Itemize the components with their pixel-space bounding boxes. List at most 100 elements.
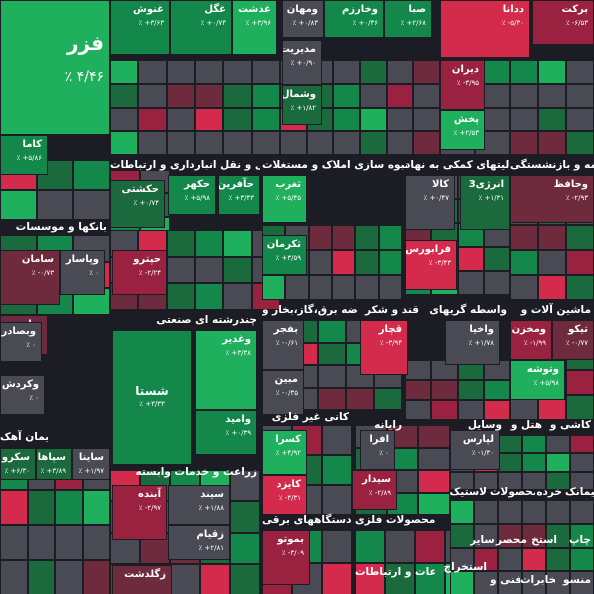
stock-tile-small[interactable] (483, 380, 510, 400)
stock-tile-small[interactable] (333, 107, 360, 132)
stock-tile-small[interactable] (251, 107, 280, 132)
stock-tile-small[interactable] (355, 250, 379, 275)
stock-tile[interactable]: کسرا ٪ +۴/۹۲ (262, 430, 307, 475)
stock-tile-small[interactable] (474, 523, 498, 548)
stock-tile[interactable]: قچار ٪ -۳/۹۴ (360, 320, 408, 375)
stock-tile-small[interactable] (378, 225, 402, 250)
stock-tile[interactable]: حپترو ٪ -۲/۲۴ (112, 250, 167, 295)
stock-tile-small[interactable] (333, 131, 360, 155)
stock-tile-small[interactable] (431, 400, 458, 420)
stock-tile-small[interactable] (318, 342, 346, 365)
stock-tile-small[interactable] (474, 471, 498, 490)
stock-tile-small[interactable] (138, 60, 167, 84)
stock-tile-small[interactable] (318, 387, 346, 410)
stock-tile-small[interactable] (355, 275, 379, 300)
stock-tile[interactable]: واخیا ٪ +۱/۷۸ (445, 320, 500, 365)
stock-tile[interactable]: شستا ٪ +۳/۳۳ (112, 330, 192, 465)
stock-tile[interactable]: وحافظ ٪ -۲/۹۳ (510, 175, 594, 223)
stock-tile-small[interactable] (450, 571, 474, 594)
stock-tile-small[interactable] (538, 225, 566, 250)
stock-tile[interactable]: افرا ٪ ۰ (360, 430, 395, 470)
stock-tile-small[interactable] (498, 453, 522, 472)
stock-tile-small[interactable] (474, 571, 498, 594)
stock-tile[interactable]: مبین ٪ -۰/۳۵ (262, 370, 304, 415)
stock-tile-small[interactable] (230, 532, 260, 564)
stock-tile-small[interactable] (450, 471, 474, 490)
stock-tile-small[interactable] (195, 131, 224, 155)
stock-tile-small[interactable] (308, 250, 332, 275)
stock-tile[interactable]: وغدیر ٪ +۳/۳۸ (195, 330, 257, 410)
stock-tile-small[interactable] (413, 60, 440, 84)
stock-tile-small[interactable] (0, 490, 28, 525)
stock-tile-small[interactable] (450, 547, 474, 572)
stock-tile-small[interactable] (522, 435, 546, 454)
stock-tile-small[interactable] (333, 83, 360, 108)
stock-tile-small[interactable] (27, 525, 55, 560)
stock-tile-small[interactable] (386, 60, 414, 84)
stock-tile[interactable]: مدیریت ٪ +۰/۹۰ (282, 40, 322, 85)
stock-tile[interactable]: غنوش ٪ +۳/۶۳ (110, 0, 170, 55)
stock-tile[interactable]: وپاسار ٪ ۰ (60, 250, 105, 295)
stock-tile-small[interactable] (522, 571, 546, 594)
stock-tile-small[interactable] (223, 230, 252, 257)
stock-tile-small[interactable] (82, 490, 110, 525)
stock-tile[interactable]: آبنده ٪ -۲/۹۷ (112, 485, 167, 540)
stock-tile[interactable]: وتوشه ٪ +۵/۹۸ (510, 360, 565, 400)
stock-tile-small[interactable] (138, 83, 167, 108)
stock-tile-small[interactable] (55, 525, 83, 560)
stock-tile-small[interactable] (566, 225, 594, 250)
stock-tile[interactable]: حآفرین ٪ +۳/۴۳ (218, 175, 260, 215)
stock-tile-small[interactable] (166, 60, 195, 84)
stock-tile[interactable]: سیدار ٪ -۲/۸۹ (352, 470, 397, 510)
stock-tile-small[interactable] (510, 225, 538, 250)
stock-tile-small[interactable] (378, 275, 402, 300)
stock-tile-small[interactable] (570, 547, 594, 572)
stock-tile-small[interactable] (322, 425, 352, 455)
stock-tile-small[interactable] (457, 271, 484, 295)
stock-tile-small[interactable] (82, 560, 110, 594)
stock-tile-small[interactable] (415, 562, 445, 594)
stock-tile-small[interactable] (166, 107, 195, 132)
stock-tile-small[interactable] (566, 83, 594, 108)
stock-tile-small[interactable] (498, 500, 522, 524)
stock-tile-small[interactable] (223, 283, 252, 310)
stock-tile[interactable]: فزر ٪ ۴/۴۶ (0, 0, 110, 135)
stock-tile[interactable]: فرابورس ٪ -۳/۴۳ (405, 240, 457, 290)
stock-tile-small[interactable] (360, 83, 387, 108)
stock-tile-small[interactable] (166, 283, 195, 310)
stock-tile-small[interactable] (0, 560, 28, 594)
stock-tile[interactable]: برکت ٪ -۶/۵۳ (532, 0, 594, 45)
stock-tile-small[interactable] (110, 131, 139, 155)
stock-tile-small[interactable] (418, 447, 450, 470)
stock-tile-small[interactable] (308, 275, 332, 300)
stock-tile-small[interactable] (360, 107, 387, 132)
stock-tile-small[interactable] (522, 547, 546, 572)
stock-tile-small[interactable] (450, 500, 474, 524)
stock-tile[interactable]: سامان ٪ -۰/۷۳ (0, 250, 60, 305)
stock-tile-small[interactable] (166, 131, 195, 155)
stock-tile-small[interactable] (262, 275, 286, 300)
stock-tile-small[interactable] (55, 490, 83, 525)
stock-tile[interactable]: ثغرب ٪ +۵/۴۵ (262, 175, 307, 223)
stock-tile-small[interactable] (170, 563, 200, 594)
stock-tile-small[interactable] (166, 230, 195, 257)
stock-tile-small[interactable] (413, 83, 440, 108)
stock-tile-small[interactable] (538, 275, 566, 300)
stock-tile-small[interactable] (223, 60, 252, 84)
stock-tile[interactable]: کالا ٪ +۰/۴۷ (405, 175, 455, 230)
stock-tile-small[interactable] (546, 435, 570, 454)
stock-tile[interactable]: ومخزن ٪ -۱/۹۹ (510, 320, 552, 360)
stock-tile-small[interactable] (457, 247, 484, 271)
stock-tile-small[interactable] (27, 490, 55, 525)
stock-tile-small[interactable] (522, 500, 546, 524)
stock-tile-small[interactable] (450, 523, 474, 548)
stock-tile-small[interactable] (318, 365, 346, 388)
stock-tile-small[interactable] (285, 275, 309, 300)
stock-tile-small[interactable] (431, 380, 458, 400)
stock-tile[interactable]: وبصادر ٪ ۰ (0, 322, 42, 362)
stock-tile-small[interactable] (223, 256, 252, 284)
stock-tile-small[interactable] (457, 400, 484, 420)
stock-tile-small[interactable] (138, 131, 167, 155)
stock-tile-small[interactable] (230, 563, 260, 594)
stock-tile-small[interactable] (522, 453, 546, 472)
